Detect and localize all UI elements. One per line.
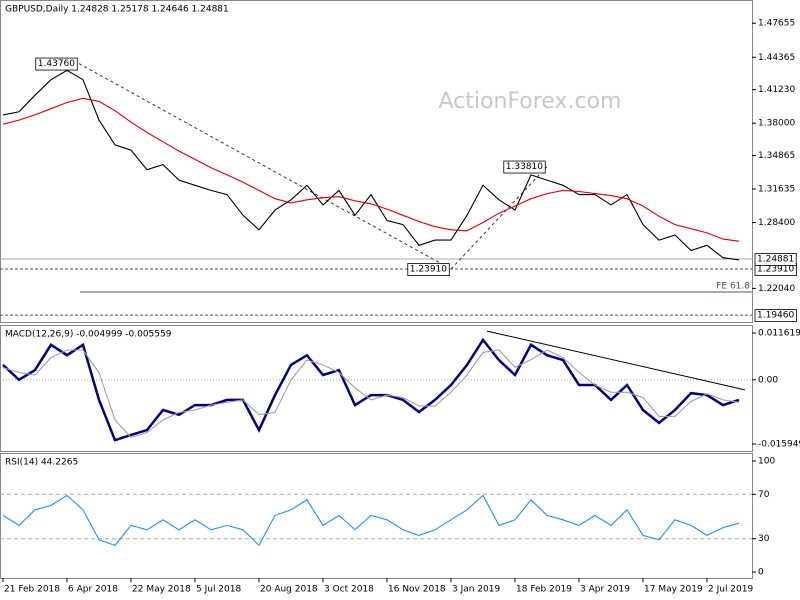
x-tick-label: 22 May 2018	[132, 585, 191, 595]
y-tick-label: 1.22040	[758, 284, 795, 294]
label-box	[754, 253, 797, 266]
y-tick-label: 0	[758, 568, 764, 578]
annotation-label: 1.33810	[506, 162, 543, 172]
y-tick-label: 100	[758, 456, 775, 466]
y-tick-label: 30	[758, 534, 770, 544]
y-tick-label: -0.015949	[758, 439, 800, 449]
y-tick-label: 1.41230	[758, 85, 795, 95]
last-price-label: 1.24881	[757, 254, 794, 264]
series-line	[2, 337, 740, 442]
y-tick-label: 70	[758, 490, 770, 500]
label-box	[407, 263, 450, 276]
pane-title: MACD(12,26,9) -0.004999 -0.005559	[5, 330, 172, 340]
x-tick-label: 21 Feb 2018	[4, 585, 60, 595]
x-tick-label: 17 May 2019	[644, 585, 703, 595]
label-box	[754, 309, 797, 322]
x-tick-label: 20 Aug 2018	[260, 585, 318, 595]
pane-title: GBPUSD,Daily 1.24828 1.25178 1.24646 1.2…	[5, 5, 229, 15]
y-tick-label: 1.44365	[758, 53, 795, 63]
axis-level-label: 1.23910	[757, 265, 794, 275]
y-tick-label: 1.47655	[758, 19, 795, 29]
x-tick-label: 3 Oct 2018	[324, 585, 374, 595]
trend-line	[486, 330, 746, 391]
y-tick-label: 1.34865	[758, 151, 795, 161]
y-tick-label: 0.011619	[758, 329, 800, 339]
x-tick-label: 3 Apr 2019	[580, 585, 630, 595]
pane-title: RSI(14) 44.2265	[5, 458, 78, 468]
level-label: FE 61.8	[716, 281, 750, 291]
pane-border	[0, 0, 753, 323]
axis-level-label: 1.19460	[757, 311, 794, 321]
series-line	[2, 494, 740, 547]
annotation-label: 1.43760	[38, 59, 75, 69]
trend-line	[78, 63, 452, 270]
y-tick-label: 1.31635	[758, 185, 795, 195]
label-box	[35, 57, 78, 71]
y-tick-label: 1.28400	[758, 218, 795, 228]
y-tick-label: 0.00	[758, 375, 778, 385]
series-line	[2, 69, 740, 261]
x-tick-label: 2 Jul 2019	[708, 585, 753, 595]
label-box	[503, 160, 546, 174]
y-tick-label: 1.38000	[758, 119, 795, 129]
watermark: ActionForex.com	[439, 89, 622, 114]
series-line	[2, 97, 740, 242]
x-tick-label: 18 Feb 2019	[516, 585, 572, 595]
series-line	[2, 349, 740, 439]
pane-border	[0, 453, 753, 579]
x-tick-label: 6 Apr 2018	[68, 585, 118, 595]
x-tick-label: 16 Nov 2018	[388, 585, 446, 595]
x-tick-label: 5 Jul 2018	[196, 585, 241, 595]
annotation-label: 1.23910	[410, 265, 447, 275]
x-tick-label: 3 Jan 2019	[452, 585, 500, 595]
